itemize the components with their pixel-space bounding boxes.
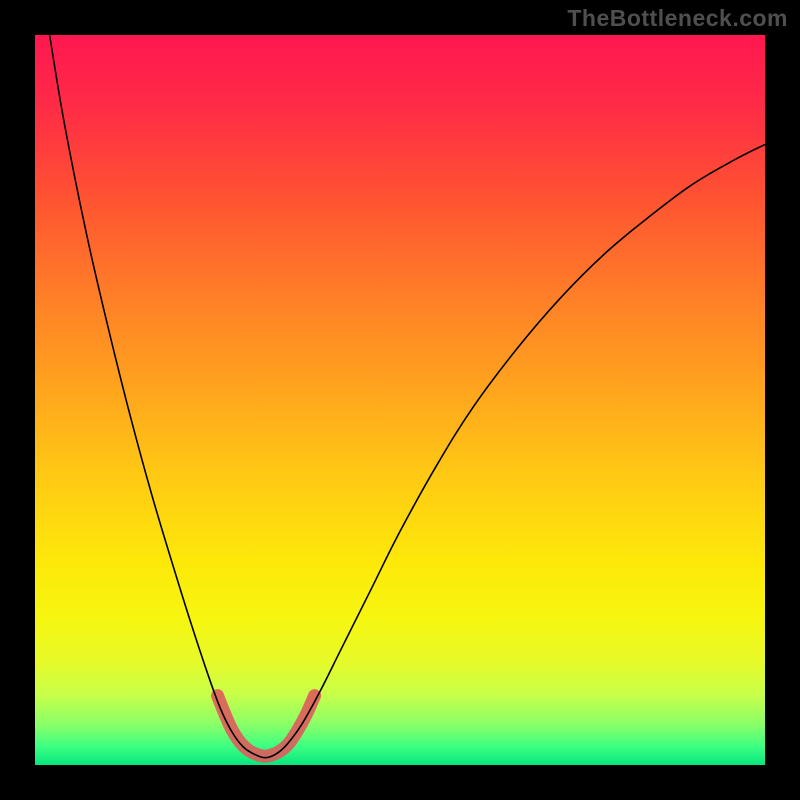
watermark-text: TheBottleneck.com xyxy=(567,5,788,32)
gradient-background xyxy=(35,35,765,765)
bottleneck-chart xyxy=(35,35,765,765)
